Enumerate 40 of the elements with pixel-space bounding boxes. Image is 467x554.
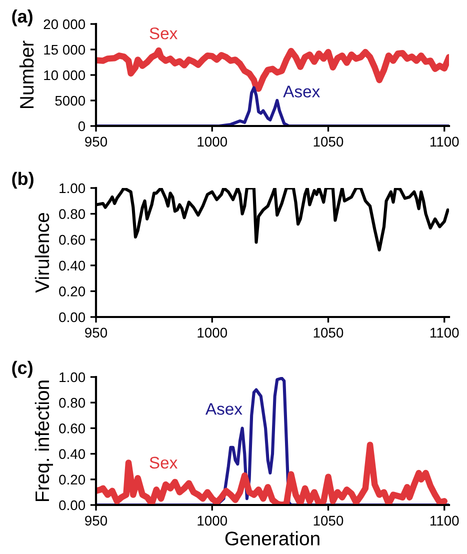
x-tick-label: 1050 — [314, 328, 344, 338]
y-axis-title: Freq. infection — [34, 380, 53, 502]
y-tick-label: 1.00 — [60, 183, 86, 194]
chart-title: (c) — [12, 360, 32, 378]
x-tick-label: 1000 — [198, 516, 228, 526]
y-tick-label: 0.60 — [59, 424, 86, 434]
x-tick-label: 1100 — [430, 516, 459, 526]
x-axis-title: Generation — [225, 531, 320, 546]
x-tick-label: 950 — [85, 328, 108, 338]
y-tick-label: 0.20 — [59, 286, 86, 296]
chart-title: (a) — [12, 9, 32, 26]
y-tick-label: 0.20 — [59, 474, 86, 485]
x-tick-label: 950 — [85, 136, 108, 147]
x-tick-label: 950 — [85, 516, 108, 526]
y-tick-label: 0.40 — [59, 260, 86, 271]
series-label: Asex — [205, 403, 242, 415]
y-axis-title: Number — [19, 40, 34, 108]
chart-title: (b) — [12, 172, 34, 189]
y-tick-label: 0.40 — [59, 449, 86, 459]
x-tick-label: 1050 — [314, 516, 344, 526]
x-tick-label: 1100 — [430, 136, 459, 147]
x-tick-label: 1100 — [430, 328, 459, 338]
series-label: Asex — [283, 86, 320, 98]
y-axis-title: Virulence — [34, 213, 50, 293]
y-tick-label: 15 000 — [44, 44, 86, 55]
x-tick-label: 1000 — [198, 328, 228, 338]
y-tick-label: 10 000 — [44, 70, 86, 80]
y-tick-label: 5000 — [55, 96, 86, 106]
y-tick-label: 1.00 — [60, 372, 86, 382]
y-tick-label: 0.60 — [59, 234, 86, 245]
series-label: Sex — [150, 28, 178, 40]
y-tick-label: 0.80 — [59, 209, 86, 219]
x-tick-label: 1050 — [314, 136, 344, 147]
y-tick-label: 0 — [78, 121, 86, 132]
y-tick-label: 0.80 — [59, 398, 86, 408]
y-tick-label: 20 000 — [44, 19, 86, 30]
x-tick-label: 1000 — [198, 136, 228, 147]
y-tick-label: 0.00 — [59, 500, 86, 510]
y-tick-label: 0.00 — [59, 312, 86, 322]
series-label: Sex — [150, 456, 178, 469]
